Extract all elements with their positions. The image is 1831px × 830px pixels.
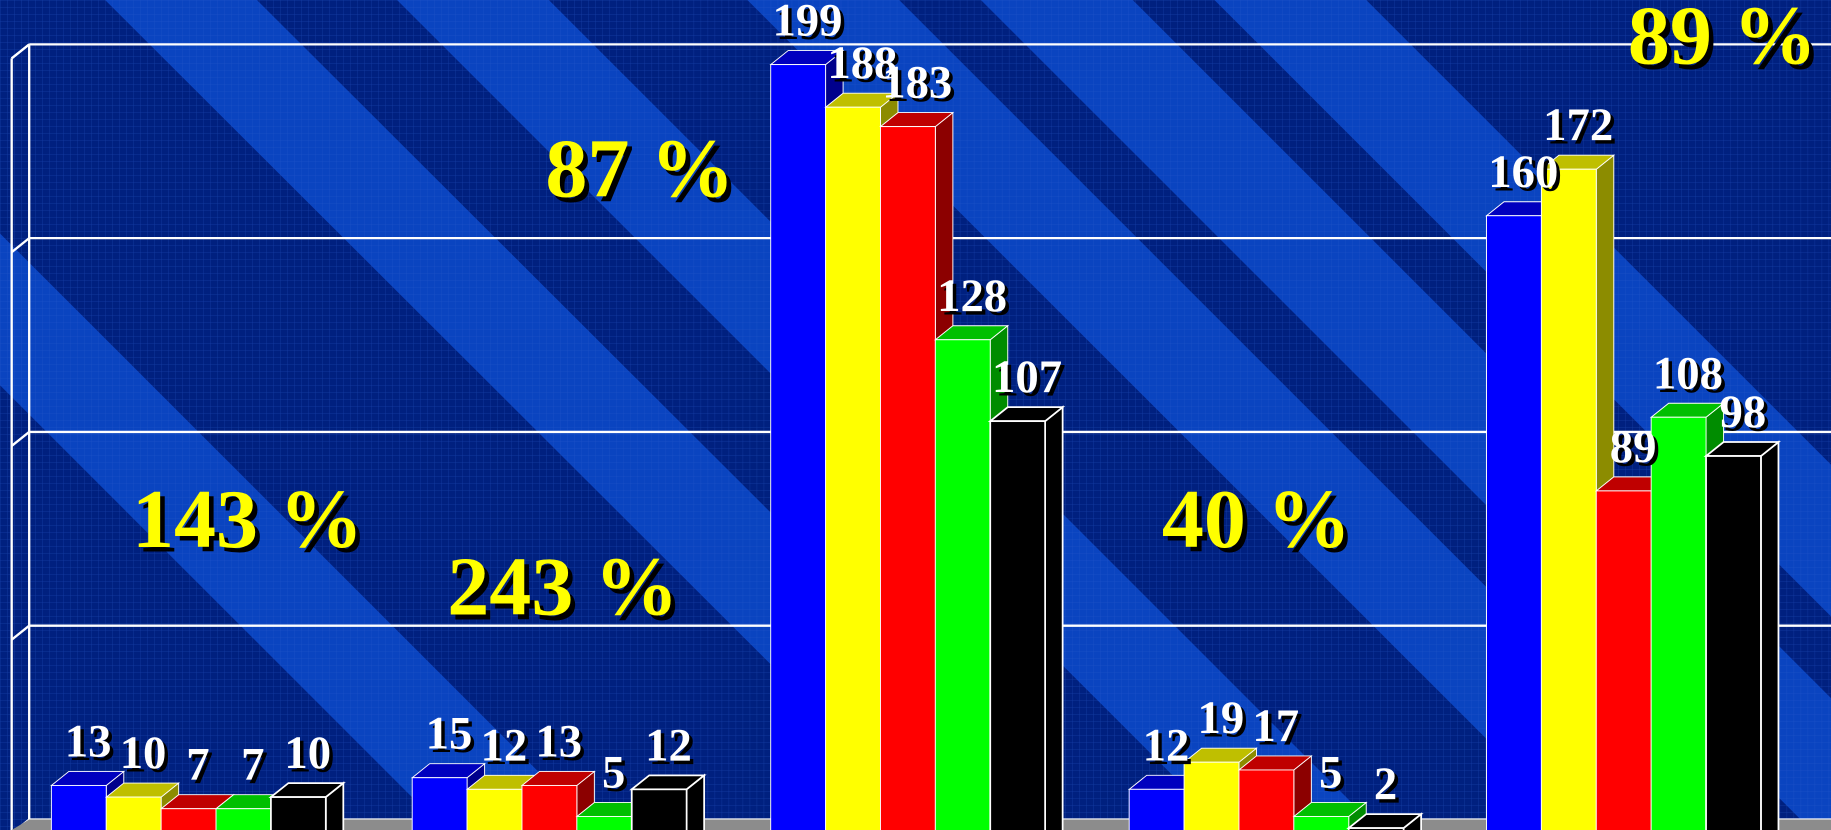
value-label-shadow: 12 [649,723,696,775]
value-label: 5 [602,746,625,798]
value-label: 98 [1719,386,1766,438]
value-label: 128 [937,270,1007,322]
bar [1486,215,1542,830]
grid-line-side [10,431,30,447]
value-label: 2 [1374,758,1397,810]
bar [105,796,162,830]
value-label: 108 [1653,347,1723,399]
value-label-shadow: 98 [1723,390,1770,442]
value-label-shadow: 7 [245,742,268,794]
value-label: 10 [120,727,167,779]
bar [1183,761,1240,830]
value-label-shadow: 199 [776,0,846,50]
bar [576,815,633,830]
value-label-shadow: 10 [123,731,170,783]
value-label-shadow: 5 [605,750,628,802]
bar [1540,168,1597,830]
value-label-shadow: 183 [886,60,956,112]
value-label-shadow: 7 [190,742,213,794]
annotation-shadow: 143 % [137,478,368,571]
bar-side [1044,405,1064,830]
value-label: 172 [1543,99,1613,151]
value-label-shadow: 188 [831,41,901,93]
bar [630,788,688,830]
value-label: 7 [186,739,209,791]
annotation: 87 % [545,123,734,216]
value-label-shadow: 172 [1547,103,1617,155]
bar [770,64,827,830]
annotation: 243 % [447,541,678,634]
value-label-shadow: 107 [996,355,1066,407]
value-label: 17 [1252,700,1299,752]
grid-line-side [10,43,30,60]
value-label-shadow: 15 [429,711,476,763]
annotation: 143 % [132,473,363,566]
bar [989,420,1046,830]
bar [160,808,217,830]
bar [1347,827,1405,830]
value-label: 89 [1610,421,1657,473]
value-label: 7 [241,739,264,791]
bar [215,808,272,830]
bar [521,784,578,830]
value-label-shadow: 19 [1201,696,1248,748]
value-label-shadow: 10 [288,731,335,783]
value-label-shadow: 13 [539,719,586,771]
annotation-shadow: 243 % [452,545,683,638]
grid-line-side [10,624,30,641]
annotation-shadow: 89 % [1633,0,1822,87]
annotation: 89 % [1628,0,1817,83]
value-label-shadow: 13 [68,719,115,771]
value-label-shadow: 89 [1613,424,1660,476]
value-label: 12 [1143,719,1190,771]
annotation-shadow: 87 % [550,127,739,220]
bar [1238,769,1295,830]
value-label-shadow: 2 [1377,762,1400,814]
bar [934,339,991,830]
bar [880,126,936,830]
value-label: 188 [827,37,897,89]
bar [466,788,523,830]
value-label-shadow: 12 [1146,723,1193,775]
bar [825,106,881,830]
value-label-shadow: 17 [1256,703,1303,755]
value-label-shadow: 128 [941,273,1011,325]
annotation-shadow: 40 % [1167,478,1356,571]
value-label-shadow: 108 [1656,351,1726,403]
value-label-shadow: 5 [1322,750,1345,802]
grid-line-side [10,237,30,254]
value-label: 107 [992,351,1062,403]
value-label: 13 [535,715,582,767]
value-label: 19 [1198,692,1245,744]
value-label-shadow: 160 [1492,149,1562,201]
value-label: 160 [1488,146,1558,198]
value-label: 12 [645,719,692,771]
bar [1650,416,1707,830]
value-label: 183 [882,57,952,109]
annotation: 40 % [1162,473,1351,566]
bar [1705,455,1762,830]
bar [411,777,468,830]
bar [1128,788,1185,830]
value-label: 10 [284,727,331,779]
bar [1595,490,1652,830]
bar-side [1760,440,1780,830]
value-label: 15 [426,708,473,760]
bar [270,796,327,830]
value-label-shadow: 12 [484,723,531,775]
bar [50,784,107,830]
value-label: 13 [65,715,112,767]
value-label: 5 [1319,746,1342,798]
value-label: 199 [772,0,842,47]
value-label: 12 [481,719,528,771]
bar [1293,815,1350,830]
